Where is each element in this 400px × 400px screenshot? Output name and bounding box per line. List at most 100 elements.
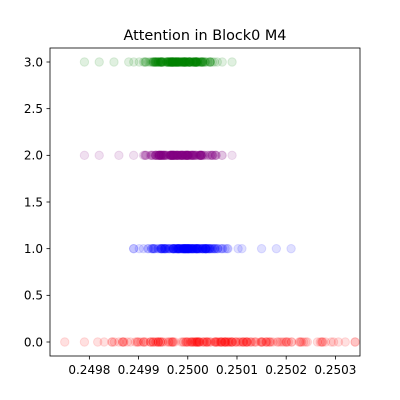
data-point [153,337,164,347]
data-point [145,150,155,161]
data-point [147,150,157,161]
data-point [195,57,205,67]
data-point [158,243,168,254]
data-point [183,57,193,67]
data-point [213,243,223,254]
data-point [129,57,139,67]
data-point [207,243,218,254]
data-point [187,243,198,254]
data-point [167,150,178,161]
data-point [167,150,178,161]
data-point [281,337,291,347]
data-point [136,337,146,347]
data-point [165,57,175,67]
data-point [217,337,227,347]
data-point [168,150,178,161]
data-point [217,150,227,161]
data-point [153,337,163,347]
data-point [186,243,197,254]
data-point [181,57,192,67]
data-point [184,243,194,254]
data-point [168,150,178,161]
data-point [211,337,221,347]
data-point [181,337,192,347]
data-point [191,150,202,161]
data-point [242,337,252,347]
data-point [199,337,209,347]
data-point [174,57,184,67]
data-point [145,337,156,347]
data-point [191,243,201,254]
data-point [155,150,165,161]
data-point [171,57,182,67]
data-point [157,337,167,347]
data-point [196,150,206,161]
data-point [167,57,177,67]
data-point [205,57,215,67]
data-point [231,337,241,347]
data-point [197,337,208,347]
data-point [149,243,160,254]
data-point [175,150,186,161]
data-point [170,243,180,254]
data-point [190,337,201,347]
data-point [125,337,136,347]
data-point [174,243,185,254]
data-point [134,337,144,347]
data-point [210,337,220,347]
data-point [167,57,177,67]
data-point [209,243,220,254]
y-tick-label: 1.5 [24,195,43,209]
data-point [161,150,171,161]
data-point [182,150,193,161]
data-point [165,57,175,67]
data-point [161,150,172,161]
data-point [224,337,234,347]
data-point [295,337,305,347]
data-point [155,57,165,67]
data-point [202,243,212,254]
data-point [206,243,217,254]
data-point [188,150,198,161]
data-point [117,337,128,347]
data-point [190,57,201,67]
data-point [164,337,174,347]
data-point [172,150,183,161]
data-point [234,337,245,347]
data-point [168,243,179,254]
data-point [156,243,166,254]
series-3 [79,57,237,67]
data-point [176,243,186,254]
data-point [153,337,163,347]
data-point [197,57,208,67]
data-point [141,150,151,161]
data-point [275,337,285,347]
data-point [169,150,179,161]
data-point [118,337,129,347]
data-point [216,243,226,254]
data-point [178,243,189,254]
data-point [158,337,168,347]
data-point [168,243,178,254]
data-point [196,150,207,161]
data-point [157,57,167,67]
data-point [249,337,259,347]
data-point [181,337,192,347]
data-point [188,243,198,254]
data-point [207,57,218,67]
data-point [166,150,176,161]
data-point [153,337,163,347]
data-point [237,243,247,254]
data-point [178,337,189,347]
data-point [191,57,201,67]
data-point [158,150,168,161]
data-point [168,57,178,67]
data-point [181,150,191,161]
data-point [178,150,188,161]
data-point [153,150,163,161]
data-point [184,57,195,67]
data-point [242,337,252,347]
data-point [186,57,196,67]
data-point [156,243,167,254]
data-point [171,57,181,67]
